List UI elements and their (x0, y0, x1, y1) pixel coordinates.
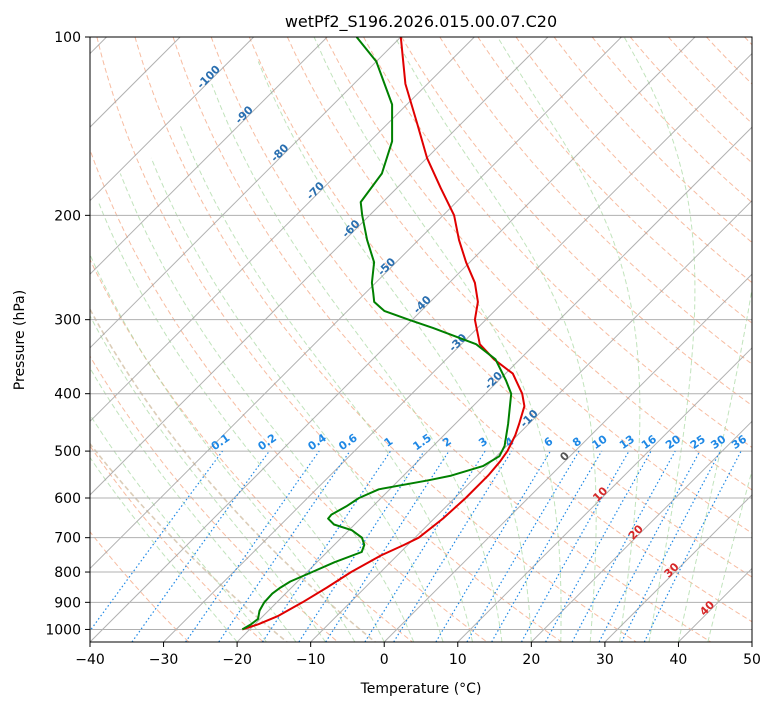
moist-adiabat (90, 413, 267, 642)
mixing-ratio-line (185, 450, 320, 642)
x-tick-label: −10 (296, 652, 326, 668)
y-tick-label: 500 (54, 444, 81, 460)
chart-title: wetPf2_S196.2026.015.00.07.C20 (285, 12, 557, 32)
moist-adiabat (178, 123, 473, 642)
isotherm (90, 37, 328, 275)
moist-adiabat (497, 37, 641, 642)
x-axis-title: Temperature (°C) (360, 681, 482, 697)
mixing-ratio-line (643, 450, 742, 642)
dry-adiabat (248, 37, 752, 578)
y-tick-label: 1000 (45, 622, 81, 638)
y-tick-label: 100 (54, 30, 81, 46)
y-tick-label: 800 (54, 565, 81, 581)
moist-adiabat (707, 468, 752, 642)
moist-adiabat (119, 173, 415, 642)
y-axis-title: Pressure (hPa) (12, 290, 28, 390)
mixing-ratio-line (218, 450, 351, 642)
dewpoint-profile (241, 37, 513, 631)
dry-adiabat (90, 355, 339, 642)
dry-adiabat (90, 258, 413, 642)
plot-area (90, 37, 752, 642)
mixing-ratio-line (545, 450, 652, 642)
x-tick-label: −30 (149, 652, 179, 668)
x-axis: −40 −30 −20 −10 0 10 20 30 40 50 (75, 642, 761, 668)
isotherm (90, 37, 696, 642)
isotherm (236, 126, 752, 642)
x-tick-label: −40 (75, 652, 105, 668)
isotherm (90, 37, 475, 423)
dry-adiabat (401, 37, 752, 407)
moist-adiabat (257, 61, 532, 642)
x-tick-label: −20 (222, 652, 252, 668)
y-tick-label: 200 (54, 208, 81, 224)
y-tick-label: 700 (54, 531, 81, 547)
y-axis: 100 200 300 400 500 600 700 800 900 1000 (45, 30, 90, 638)
isotherm (90, 37, 402, 349)
x-tick-label: 0 (380, 652, 389, 668)
moist-adiabat (313, 37, 562, 642)
x-tick-label: 40 (670, 652, 688, 668)
temperature-profile (241, 37, 526, 631)
dry-adiabat (553, 37, 752, 244)
dry-adiabat (172, 37, 712, 642)
dry-adiabat (90, 148, 488, 642)
isotherm (457, 347, 752, 642)
isotherm (90, 37, 549, 496)
dry-adiabat (325, 37, 752, 491)
mixing-ratio-line (393, 450, 513, 642)
plot-frame (89, 36, 753, 643)
y-tick-label: 400 (54, 387, 81, 403)
moist-adiabat (623, 37, 696, 642)
dry-adiabat (96, 37, 562, 642)
dry-adiabat (286, 37, 752, 534)
dry-adiabat (439, 37, 752, 365)
x-tick-label: 20 (522, 652, 540, 668)
isotherm (90, 37, 622, 570)
dry-adiabat (629, 37, 752, 164)
moist-adiabat (97, 201, 385, 642)
isotherm (90, 37, 255, 202)
mixing-ratio-line (298, 450, 425, 642)
x-tick-label: 30 (596, 652, 614, 668)
isotherm (604, 494, 752, 642)
mixing-ratio-line (90, 450, 223, 632)
mixing-ratio-line (261, 450, 391, 642)
moist-adiabat (90, 253, 356, 642)
mixing-ratio-line (325, 450, 450, 642)
mixing-ratio-line (520, 450, 630, 642)
dry-adiabat (515, 37, 752, 284)
dry-adiabat (90, 445, 264, 642)
background-lines (90, 37, 752, 642)
plot-background (90, 37, 752, 642)
isotherm (383, 273, 752, 642)
moist-adiabat (90, 367, 297, 642)
mixing-ratio-line (571, 450, 676, 642)
y-tick-label: 300 (54, 313, 81, 329)
moist-adiabat (677, 285, 752, 642)
outer-adiabat (90, 442, 288, 642)
dry-adiabat (210, 37, 752, 623)
dry-adiabat (134, 37, 637, 642)
isotherm (530, 420, 752, 642)
y-tick-label: 900 (54, 595, 81, 611)
moist-adiabat (90, 314, 326, 642)
moist-adiabat (394, 37, 597, 642)
x-tick-label: 50 (743, 652, 761, 668)
profile-lines (241, 37, 526, 631)
x-tick-label: 10 (449, 652, 467, 668)
y-tick-label: 600 (54, 491, 81, 507)
mixing-ratio-line (131, 450, 270, 642)
